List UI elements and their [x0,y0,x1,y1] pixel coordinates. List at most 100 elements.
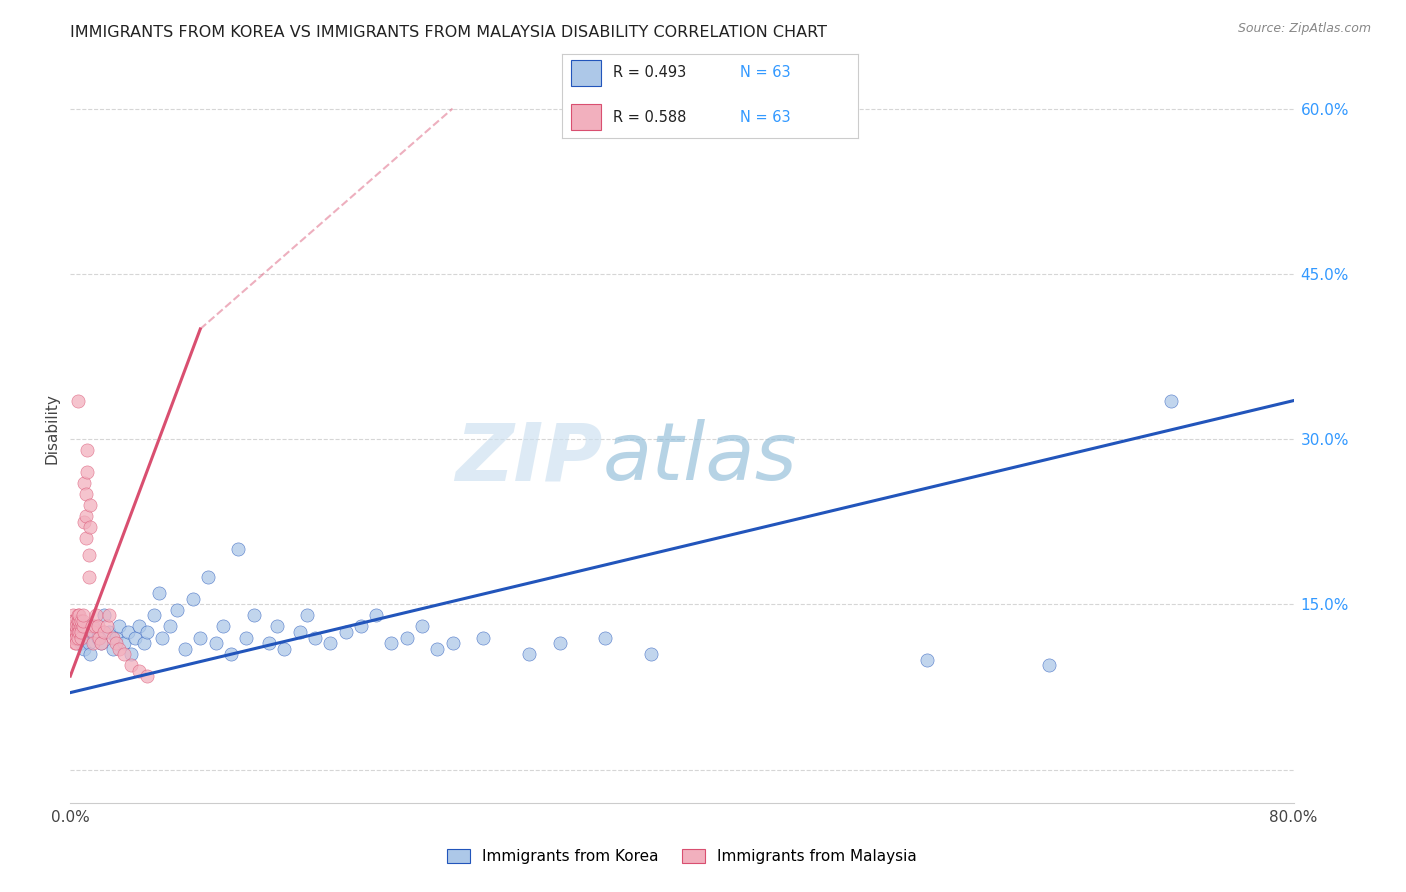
Text: Source: ZipAtlas.com: Source: ZipAtlas.com [1237,22,1371,36]
Point [77,570,100,584]
Point [150,631,173,645]
Point [79,647,101,661]
Point [62,631,84,645]
Point [72,608,94,623]
Point [112,647,135,661]
Point [79,520,101,534]
Point [77,548,100,562]
Point [915,652,938,666]
Point [69,625,91,640]
Point [93,625,115,640]
Point [62,625,84,640]
Point [66,614,89,628]
Point [197,570,219,584]
Point [82,619,104,633]
Point [62,614,84,628]
Point [266,619,288,633]
Point [297,608,319,623]
Point [128,619,150,633]
Point [380,636,402,650]
Point [87,631,110,645]
Point [80,619,103,633]
Point [75,487,97,501]
Point [1038,658,1060,673]
Point [101,641,124,656]
Point [135,625,157,640]
Point [117,625,139,640]
Point [69,625,91,640]
Point [87,619,110,633]
Point [257,636,280,650]
Point [426,641,449,656]
Point [159,619,181,633]
Point [89,631,111,645]
Text: N = 63: N = 63 [740,110,790,125]
Point [84,608,107,623]
Point [96,619,118,633]
Point [97,625,120,640]
Text: R = 0.493: R = 0.493 [613,65,686,80]
Text: atlas: atlas [602,419,797,497]
Point [63,614,86,628]
Point [166,603,188,617]
Point [75,532,97,546]
Point [63,631,86,645]
Point [319,636,342,650]
Point [335,625,357,640]
Point [60,619,83,633]
Point [124,631,146,645]
Text: R = 0.588: R = 0.588 [613,110,686,125]
Y-axis label: Disability: Disability [44,392,59,464]
Point [93,608,115,623]
Point [108,619,131,633]
Point [66,614,89,628]
Point [75,509,97,524]
Point [212,619,235,633]
Point [1160,393,1182,408]
Point [63,636,86,650]
Point [70,631,93,645]
Point [70,619,93,633]
Point [243,608,266,623]
Point [105,636,128,650]
Point [70,625,93,640]
Point [228,542,250,557]
Point [79,498,101,512]
Point [62,619,84,633]
Text: ZIP: ZIP [456,419,602,497]
Point [69,619,91,633]
Point [105,631,128,645]
Bar [571,104,600,130]
Point [97,608,120,623]
Point [90,636,112,650]
Point [174,641,197,656]
Point [188,631,211,645]
Point [69,608,91,623]
Point [65,619,87,633]
Point [60,625,83,640]
Point [128,664,150,678]
Point [65,619,87,633]
Point [77,636,100,650]
Point [66,631,89,645]
Point [472,631,495,645]
Point [288,625,311,640]
Point [108,641,131,656]
Point [90,636,112,650]
Bar [571,61,600,86]
Point [304,631,326,645]
Point [73,476,96,491]
Point [366,608,388,623]
Point [73,641,96,656]
Point [411,619,433,633]
Point [66,625,89,640]
Point [66,608,89,623]
Point [82,636,104,650]
Point [640,647,662,661]
Point [395,631,418,645]
Point [76,465,98,479]
Point [70,614,93,628]
Point [69,614,91,628]
Point [63,625,86,640]
Point [148,586,170,600]
